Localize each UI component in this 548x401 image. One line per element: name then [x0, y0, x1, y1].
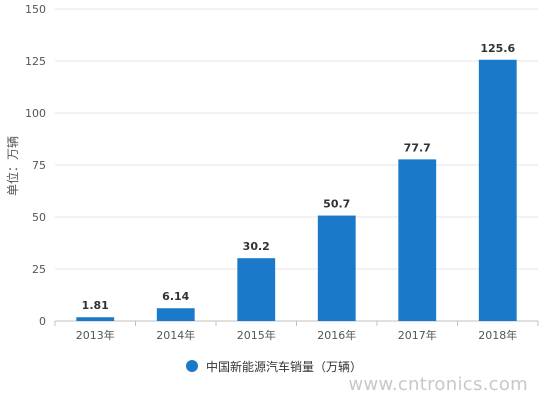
bar: [76, 317, 115, 321]
y-tick-labels: 0 25 50 75 100 125 150: [25, 3, 46, 328]
bar: [156, 308, 195, 321]
x-tick-labels: 2013年 2014年 2015年 2016年 2017年 2018年: [54, 321, 539, 342]
bars: [76, 59, 517, 321]
watermark: www.cntronics.com: [348, 374, 528, 395]
legend-label: 中国新能源汽车销量（万辆）: [206, 359, 363, 374]
y-tick-label: 125: [25, 55, 46, 68]
bar: [237, 258, 276, 321]
data-label: 50.7: [323, 198, 350, 211]
x-tick-label: 2018年: [478, 328, 517, 342]
x-tick-label: 2015年: [237, 328, 276, 342]
legend-marker: [186, 360, 198, 372]
data-label: 1.81: [82, 299, 109, 312]
y-tick-label: 150: [25, 3, 46, 16]
data-label: 6.14: [162, 290, 189, 303]
data-labels: 1.81 6.14 30.2 50.7 77.7 125.6: [82, 42, 516, 312]
data-label: 77.7: [404, 141, 431, 154]
legend: 中国新能源汽车销量（万辆）: [186, 356, 362, 376]
data-label: 30.2: [243, 240, 270, 253]
y-tick-label: 25: [32, 263, 46, 276]
y-axis-label: 单位：万辆: [5, 136, 20, 196]
gridlines: [55, 8, 538, 322]
y-tick-label: 100: [25, 107, 46, 120]
x-tick-label: 2017年: [398, 328, 437, 342]
y-tick-label: 0: [39, 315, 46, 328]
data-label: 125.6: [480, 42, 515, 55]
y-tick-label: 50: [32, 211, 46, 224]
bar: [398, 159, 437, 321]
y-tick-label: 75: [32, 159, 46, 172]
x-tick-label: 2014年: [156, 328, 195, 342]
bar: [317, 215, 356, 321]
x-tick-label: 2016年: [317, 328, 356, 342]
x-tick-label: 2013年: [76, 328, 115, 342]
bar: [478, 59, 517, 321]
